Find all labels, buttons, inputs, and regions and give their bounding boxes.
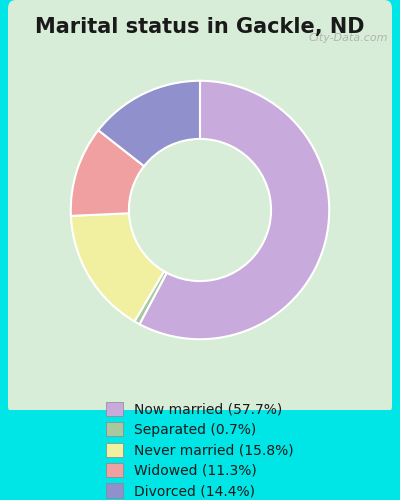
Text: City-Data.com: City-Data.com [308, 33, 388, 43]
Wedge shape [98, 81, 200, 166]
Wedge shape [134, 272, 167, 324]
Text: Marital status in Gackle, ND: Marital status in Gackle, ND [35, 18, 365, 38]
Wedge shape [71, 130, 144, 216]
Wedge shape [140, 81, 329, 339]
FancyBboxPatch shape [8, 0, 392, 414]
Legend: Now married (57.7%), Separated (0.7%), Never married (15.8%), Widowed (11.3%), D: Now married (57.7%), Separated (0.7%), N… [101, 396, 299, 500]
Wedge shape [71, 213, 164, 322]
